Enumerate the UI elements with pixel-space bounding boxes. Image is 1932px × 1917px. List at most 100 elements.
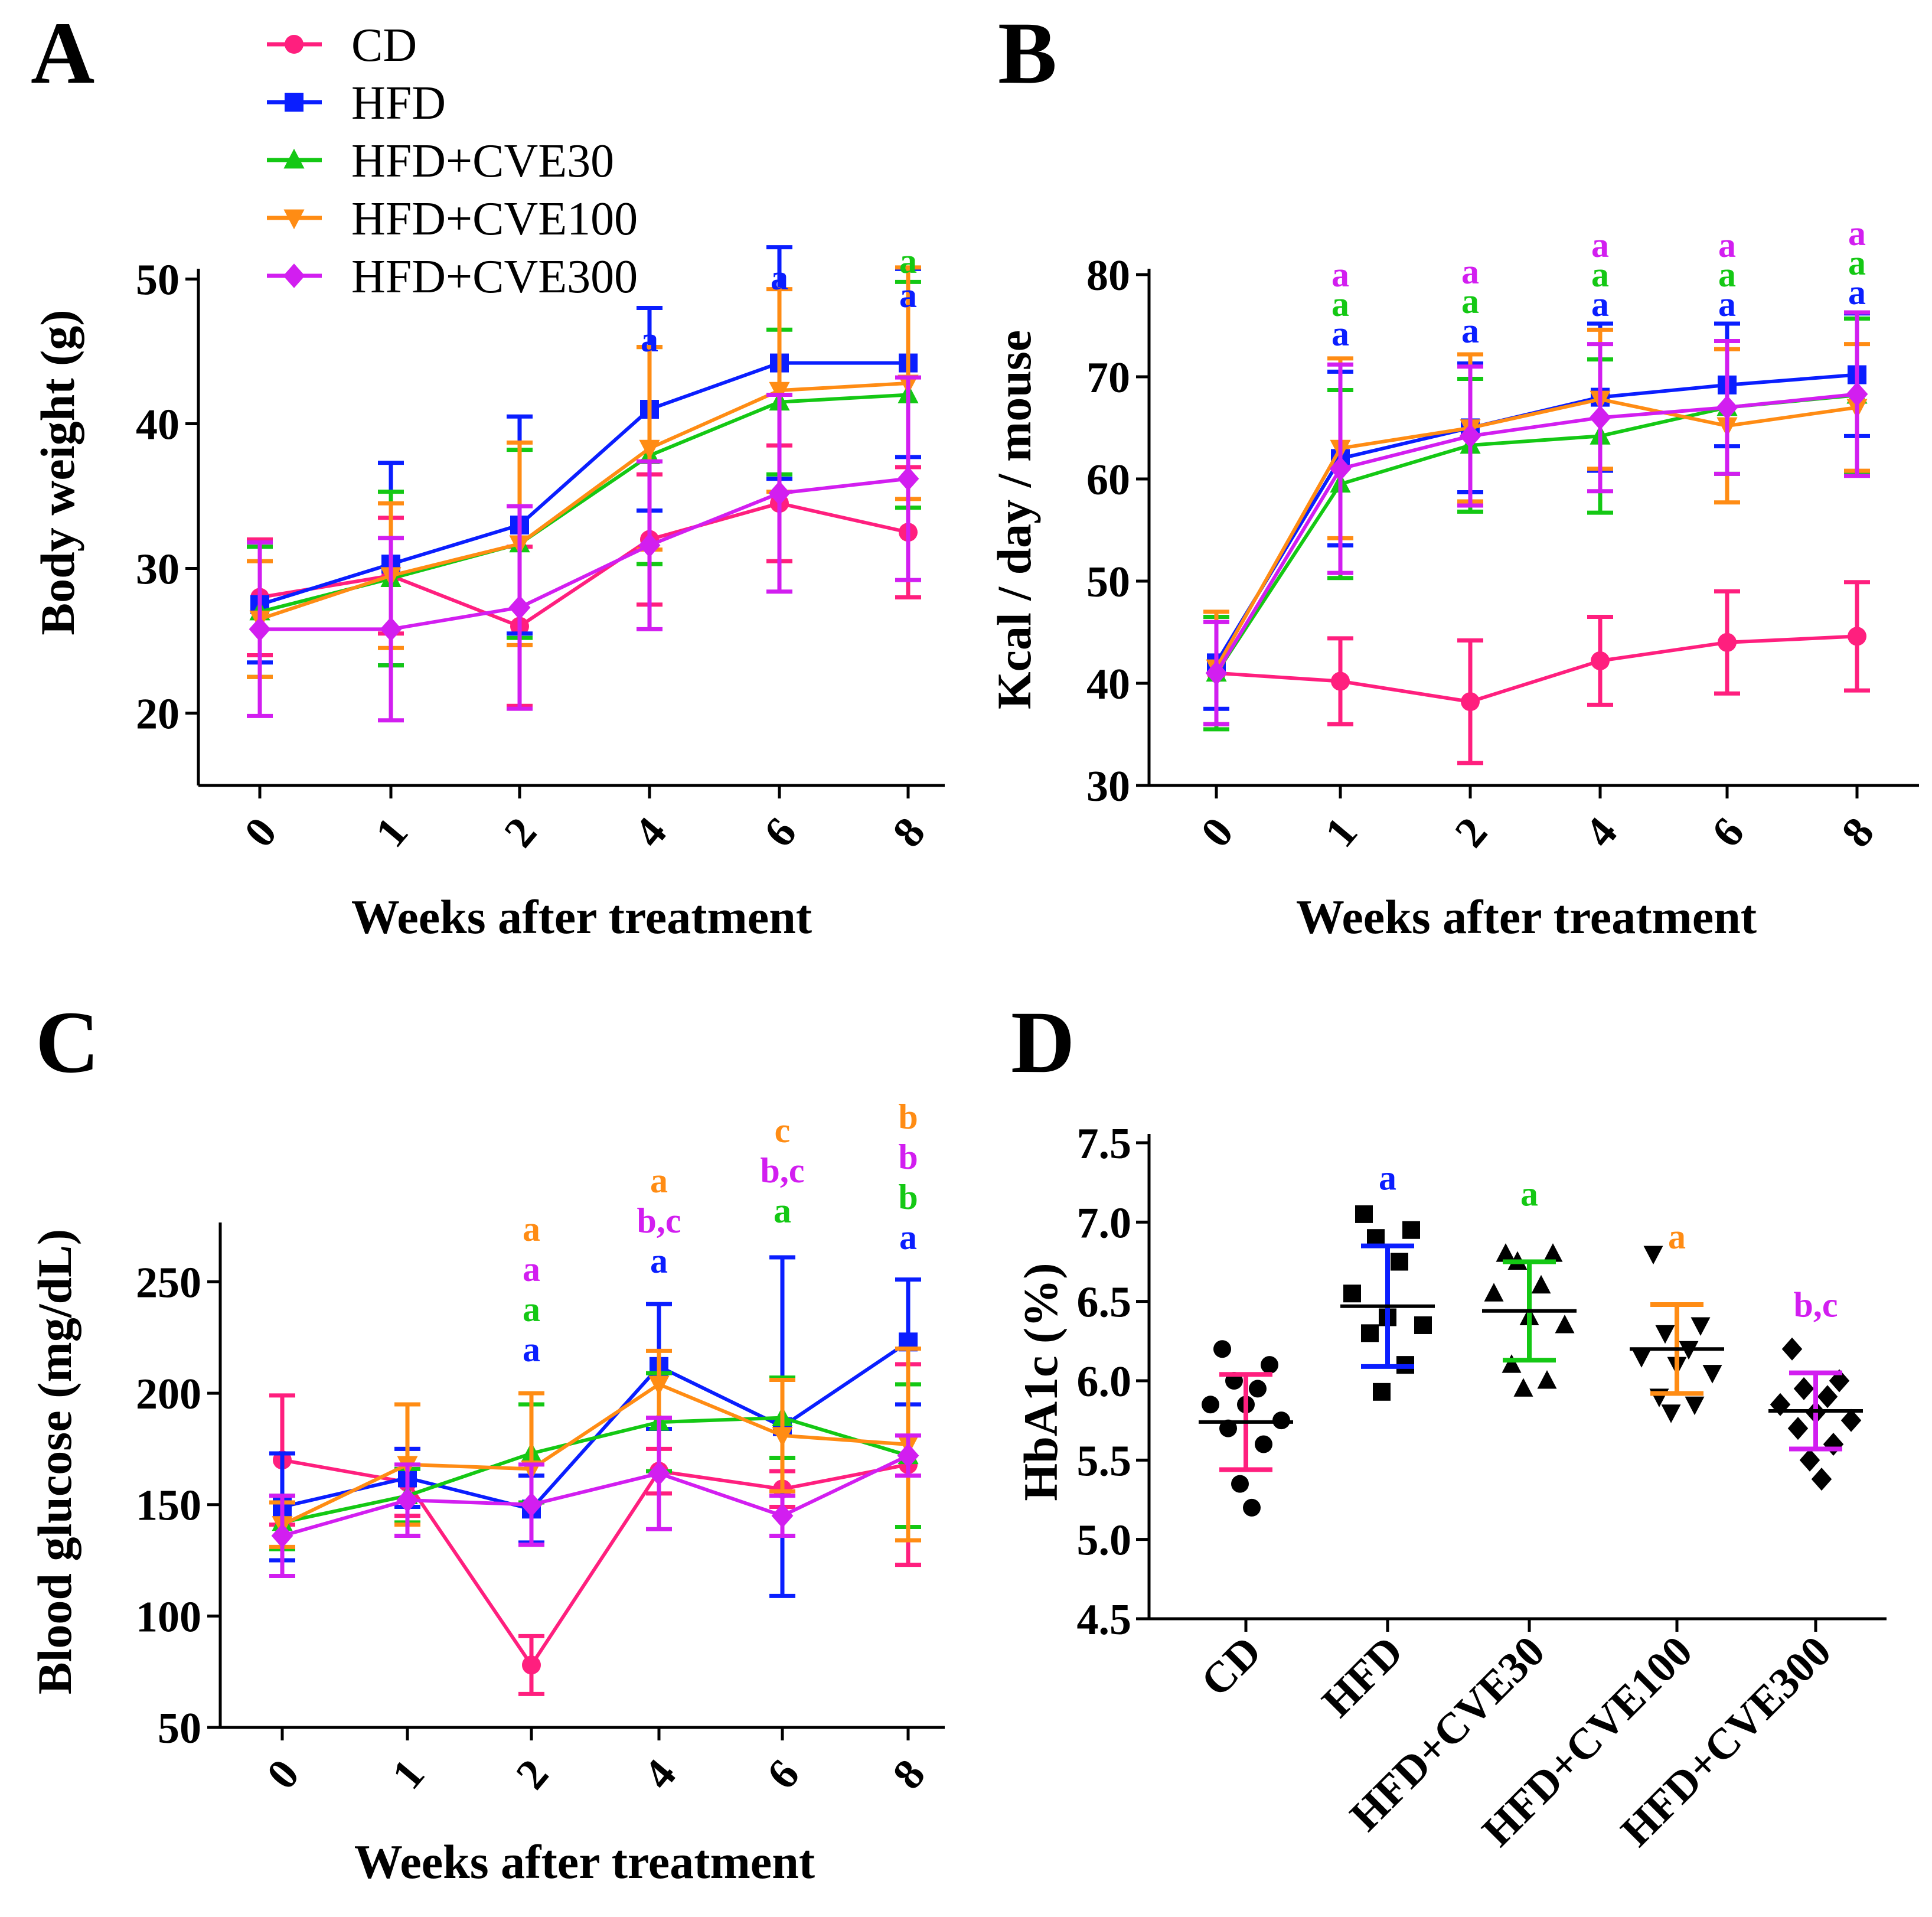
significance-label: a <box>1331 314 1349 353</box>
x-tick-label: 1 <box>366 808 417 856</box>
x-tick-label: 2 <box>507 1750 558 1798</box>
x-tick-label: 1 <box>1316 808 1367 856</box>
data-point <box>1513 1378 1533 1397</box>
series-line <box>1215 393 1858 674</box>
panel-c: C 50 100 150 200 250 0 1 2 4 6 8 Weeks after treatme… <box>28 993 945 1889</box>
significance-label: a <box>1461 252 1479 291</box>
data-point <box>768 481 791 506</box>
x-tick-label: 4 <box>634 1750 686 1798</box>
significance-label: a <box>1718 226 1736 265</box>
significance-label: a <box>1591 255 1609 294</box>
significance-label: a <box>523 1209 540 1248</box>
data-point <box>1811 1468 1832 1491</box>
data-point <box>1817 1385 1838 1409</box>
data-point <box>1331 671 1350 691</box>
data-point <box>1840 1409 1862 1432</box>
y-tick-label: 100 <box>136 1593 201 1641</box>
data-point <box>1655 1325 1675 1344</box>
y-tick-label: 6.0 <box>1077 1358 1132 1406</box>
y-axis-title: HbA1c (%) <box>1014 1263 1068 1501</box>
data-point <box>508 595 531 620</box>
x-tick-label: 0 <box>235 808 286 856</box>
legend-marker <box>283 148 305 169</box>
x-tick-label: CD <box>1192 1627 1271 1706</box>
group-cd <box>1199 1340 1293 1517</box>
data-point <box>769 382 790 402</box>
legend-item: CD <box>267 19 417 71</box>
series-hfd-cve300 <box>1203 310 1870 726</box>
y-tick-label: 4.5 <box>1077 1596 1132 1644</box>
data-point <box>1781 1337 1803 1361</box>
group-hfd: a <box>1340 1159 1435 1401</box>
data-point <box>1787 1417 1809 1440</box>
data-point <box>1461 692 1480 712</box>
group-hfd-cve30: a <box>1482 1175 1577 1397</box>
y-tick-label: 30 <box>1086 762 1130 811</box>
panel-letter: A <box>31 4 94 102</box>
significance-label: a <box>899 242 917 281</box>
data-point <box>271 1523 293 1548</box>
legend-marker <box>283 263 305 288</box>
y-tick-label: 50 <box>1086 558 1130 607</box>
data-point <box>1373 1383 1391 1401</box>
y-axis-title: Body weight (g) <box>31 309 84 635</box>
panel-letter: B <box>998 4 1057 102</box>
series-line <box>260 477 909 631</box>
data-point <box>1718 633 1737 652</box>
data-point <box>1361 1324 1379 1342</box>
x-tick-label: HFD <box>1313 1627 1412 1726</box>
significance-label: a <box>1379 1159 1396 1198</box>
x-tick-label: 6 <box>755 808 806 856</box>
legend-marker <box>283 209 305 230</box>
y-tick-label: 60 <box>1086 456 1130 504</box>
data-point <box>1793 1377 1814 1400</box>
significance-label: b,c <box>761 1151 805 1190</box>
series-line <box>1215 397 1858 669</box>
series-line <box>281 1382 909 1527</box>
series-hfd <box>247 245 921 668</box>
data-point <box>1219 1419 1237 1437</box>
group-hfd-cve100: a <box>1630 1217 1724 1423</box>
series-line <box>259 393 909 614</box>
significance-label: a <box>1668 1217 1686 1256</box>
data-point <box>1846 382 1868 407</box>
significance-label: a <box>1461 282 1479 321</box>
data-point <box>1343 1284 1361 1303</box>
significance-label: a <box>1520 1175 1538 1214</box>
data-point <box>1255 1435 1272 1453</box>
series-line <box>259 501 909 628</box>
data-point <box>1537 1370 1557 1389</box>
y-axis-title: Blood glucose (mg/dL) <box>28 1229 81 1694</box>
significance-label: a <box>641 320 658 359</box>
significance-label: a <box>523 1330 540 1369</box>
x-tick-label: 4 <box>625 808 676 856</box>
data-point <box>1631 1349 1652 1368</box>
data-point <box>1848 627 1866 646</box>
significance-label: b,c <box>1794 1286 1838 1325</box>
significance-label: a <box>1461 311 1479 350</box>
significance-label: a <box>1718 285 1736 324</box>
legend-item: HFD+CVE100 <box>267 193 638 245</box>
legend-label: CD <box>351 19 417 71</box>
series-line <box>1216 634 1858 704</box>
data-point <box>897 466 919 491</box>
data-point <box>1643 1246 1663 1265</box>
y-tick-label: 7.5 <box>1077 1120 1132 1168</box>
significance-label: a <box>899 276 917 315</box>
significance-label: a <box>1591 285 1609 324</box>
significance-label: b <box>898 1137 918 1176</box>
legend-marker <box>285 35 303 54</box>
data-point <box>396 1488 419 1512</box>
significance-label: c <box>775 1111 791 1150</box>
data-point <box>520 1492 543 1517</box>
data-point <box>1502 1354 1522 1373</box>
series-hfd-cve100 <box>247 265 921 679</box>
series-line <box>259 361 908 607</box>
x-tick-label: 4 <box>1575 808 1627 856</box>
y-tick-label: 50 <box>136 256 180 305</box>
data-point <box>1249 1380 1267 1398</box>
y-axis-title: Kcal / day / mouse <box>987 330 1041 709</box>
y-tick-label: 250 <box>136 1259 201 1307</box>
significance-label: b <box>898 1178 918 1217</box>
